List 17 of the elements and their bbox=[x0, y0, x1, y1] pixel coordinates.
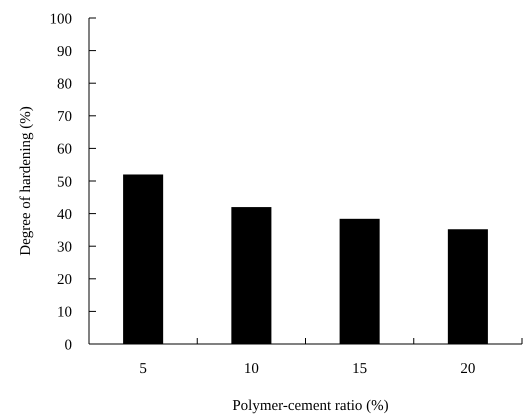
x-tick-label: 20 bbox=[460, 361, 476, 377]
y-tick-label: 60 bbox=[57, 142, 72, 158]
x-axis-title: Polymer-cement ratio (%) bbox=[232, 398, 389, 414]
y-tick-label: 40 bbox=[57, 206, 72, 223]
y-tick-label: 30 bbox=[57, 239, 72, 256]
y-tick-label: 50 bbox=[57, 174, 72, 190]
y-tick-label: 70 bbox=[57, 109, 72, 126]
y-tick-label: 80 bbox=[57, 76, 72, 92]
x-tick-label: 5 bbox=[139, 361, 147, 377]
y-tick-label: 20 bbox=[57, 272, 72, 288]
y-tick-label: 0 bbox=[64, 337, 72, 354]
y-tick-label: 90 bbox=[57, 44, 72, 60]
y-tick-label: 10 bbox=[57, 304, 72, 321]
x-tick-label: 15 bbox=[352, 361, 368, 377]
y-axis-title: Degree of hardening (%) bbox=[18, 106, 34, 256]
y-tick-label: 100 bbox=[50, 11, 72, 28]
x-tick-label: 10 bbox=[244, 361, 259, 377]
